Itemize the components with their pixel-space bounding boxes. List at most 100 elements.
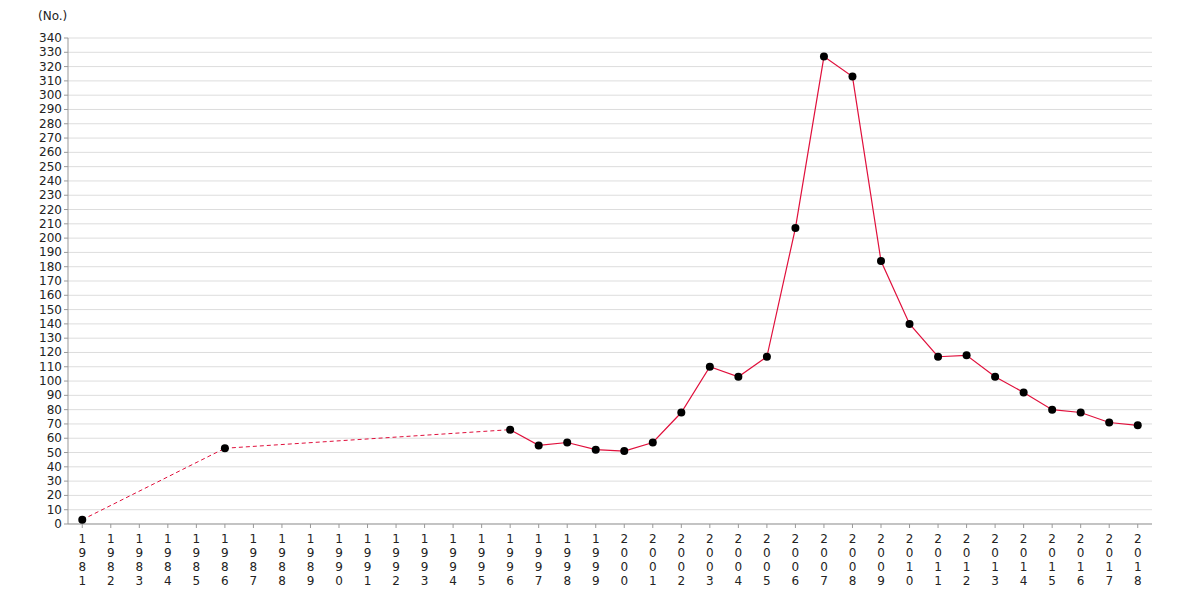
x-tick-label: 2003 (706, 532, 714, 588)
y-tick (64, 180, 68, 181)
y-tick (64, 80, 68, 81)
x-tick-label: 2008 (849, 532, 857, 588)
x-tick-label: 1992 (392, 532, 400, 588)
x-tick-label: 2016 (1077, 532, 1085, 588)
y-tick (64, 395, 68, 396)
gap-connector (225, 430, 510, 449)
x-tick-label: 1993 (421, 532, 429, 588)
y-tick (64, 381, 68, 382)
y-tick (64, 524, 68, 525)
y-tick (64, 409, 68, 410)
x-tick-label: 1986 (221, 532, 229, 588)
x-tick-label: 2009 (877, 532, 885, 588)
x-tick-label: 1990 (335, 532, 343, 588)
marker (706, 363, 714, 371)
x-tick-label: 2000 (620, 532, 628, 588)
marker (963, 351, 971, 359)
y-tick-label: 290 (39, 102, 62, 116)
y-tick (64, 123, 68, 124)
x-tick-label: 2007 (820, 532, 828, 588)
grid-line (68, 138, 1152, 139)
y-tick (64, 152, 68, 153)
marker (734, 373, 742, 381)
chart: 0102030405060708090100110120130140150160… (0, 0, 1180, 600)
y-tick-label: 270 (39, 131, 62, 145)
y-tick-label: 320 (39, 60, 62, 74)
x-tick (709, 524, 710, 528)
y-tick (64, 66, 68, 67)
y-tick (64, 252, 68, 253)
x-tick (481, 524, 482, 528)
marker (535, 441, 543, 449)
grid-line (68, 223, 1152, 224)
x-tick-label: 2013 (991, 532, 999, 588)
x-tick (110, 524, 111, 528)
x-tick (766, 524, 767, 528)
x-tick (281, 524, 282, 528)
y-tick-label: 90 (47, 388, 62, 402)
grid-line (68, 352, 1152, 353)
x-tick-label: 1987 (250, 532, 258, 588)
marker (848, 73, 856, 81)
y-tick-label: 240 (39, 174, 62, 188)
x-tick (738, 524, 739, 528)
x-tick-label: 2004 (735, 532, 743, 588)
series (78, 53, 1141, 524)
grid-line (68, 123, 1152, 124)
x-tick (938, 524, 939, 528)
x-tick (1137, 524, 1138, 528)
y-tick-label: 190 (39, 245, 62, 259)
grid-line (68, 309, 1152, 310)
y-tick-label: 330 (39, 45, 62, 59)
x-tick (139, 524, 140, 528)
x-tick-label: 2002 (677, 532, 685, 588)
x-tick-label: 2006 (792, 532, 800, 588)
x-tick-label: 1988 (278, 532, 286, 588)
marker (1020, 388, 1028, 396)
x-tick (396, 524, 397, 528)
x-tick-label: 1997 (535, 532, 543, 588)
y-tick-label: 80 (47, 403, 62, 417)
x-tick (253, 524, 254, 528)
grid-line (68, 281, 1152, 282)
y-tick (64, 281, 68, 282)
y-tick (64, 223, 68, 224)
y-tick (64, 509, 68, 510)
y-tick (64, 295, 68, 296)
x-tick-label: 1996 (506, 532, 514, 588)
marker (78, 516, 86, 524)
y-tick (64, 138, 68, 139)
x-tick-label: 2018 (1134, 532, 1142, 588)
x-tick-label: 2010 (906, 532, 914, 588)
y-tick-label: 50 (47, 446, 62, 460)
x-tick (1080, 524, 1081, 528)
x-tick-label: 2011 (934, 532, 942, 588)
y-tick-label: 200 (39, 231, 62, 245)
y-tick-label: 250 (39, 160, 62, 174)
x-tick-label: 1991 (364, 532, 372, 588)
grid-line (68, 109, 1152, 110)
grid-line (68, 524, 1152, 525)
grid-line (68, 381, 1152, 382)
x-tick (339, 524, 340, 528)
y-tick (64, 95, 68, 96)
grid-line (68, 323, 1152, 324)
grid-line (68, 366, 1152, 367)
x-tick (624, 524, 625, 528)
grid-line (68, 180, 1152, 181)
y-tick-label: 20 (47, 488, 62, 502)
grid-line (68, 80, 1152, 81)
y-tick (64, 423, 68, 424)
x-tick-label: 2001 (649, 532, 657, 588)
marker (1105, 419, 1113, 427)
x-tick (567, 524, 568, 528)
marker (620, 447, 628, 455)
y-tick-label: 260 (39, 145, 62, 159)
marker (906, 320, 914, 328)
x-tick-label: 1981 (78, 532, 86, 588)
x-tick (652, 524, 653, 528)
y-tick-label: 150 (39, 303, 62, 317)
y-tick-label: 130 (39, 331, 62, 345)
y-tick-label: 120 (39, 345, 62, 359)
marker (506, 426, 514, 434)
